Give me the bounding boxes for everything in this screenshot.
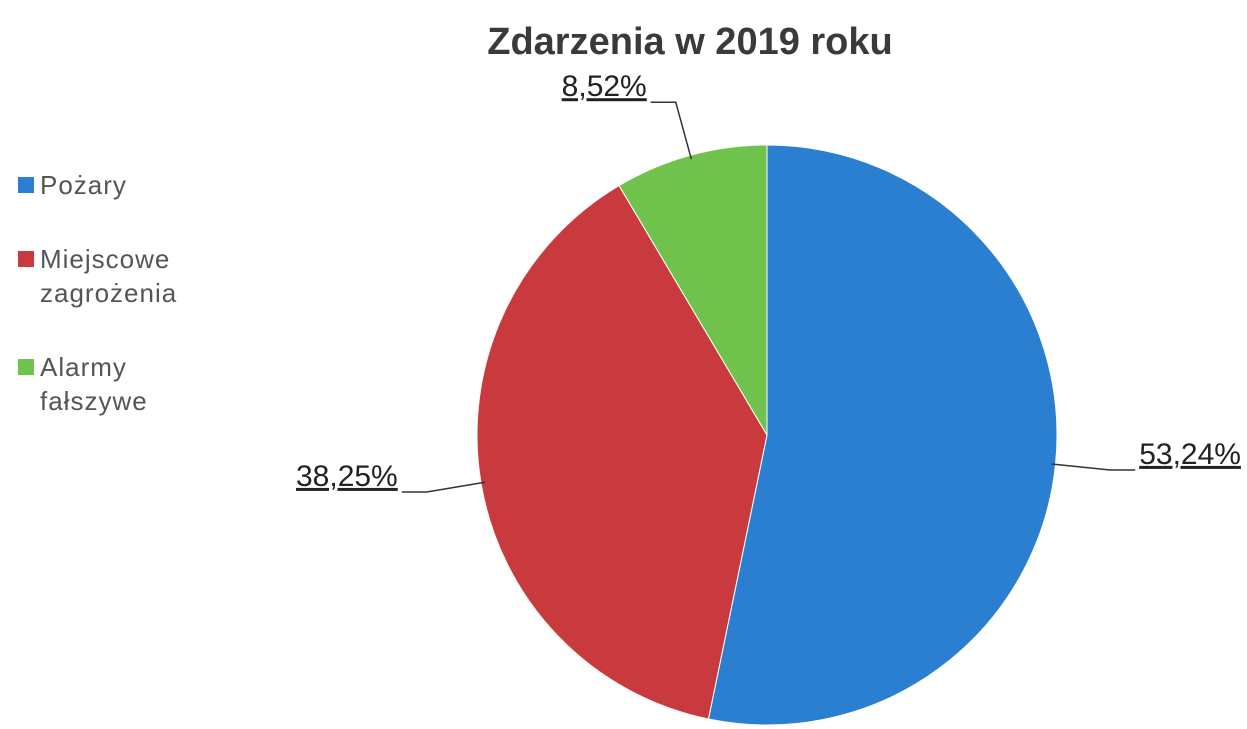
leader-line bbox=[650, 101, 693, 160]
legend: Pożary Miejscowe zagrożenia Alarmy fałszyw… bbox=[18, 168, 218, 458]
leader-line bbox=[1051, 463, 1136, 471]
data-label: 53,24% bbox=[1139, 438, 1241, 471]
legend-item: Pożary bbox=[18, 168, 218, 202]
legend-swatch bbox=[18, 251, 34, 267]
leader-line bbox=[401, 481, 486, 493]
legend-item: Miejscowe zagrożenia bbox=[18, 242, 218, 310]
legend-label: Pożary bbox=[40, 170, 127, 200]
legend-item: Alarmy fałszywe bbox=[18, 350, 218, 418]
legend-label: Miejscowe zagrożenia bbox=[40, 244, 178, 308]
legend-swatch bbox=[18, 359, 34, 375]
legend-label: Alarmy fałszywe bbox=[40, 352, 148, 416]
data-label: 8,52% bbox=[562, 70, 647, 103]
legend-swatch bbox=[18, 177, 34, 193]
chart-title: Zdarzenia w 2019 roku bbox=[487, 21, 893, 63]
data-label: 38,25% bbox=[296, 460, 398, 493]
